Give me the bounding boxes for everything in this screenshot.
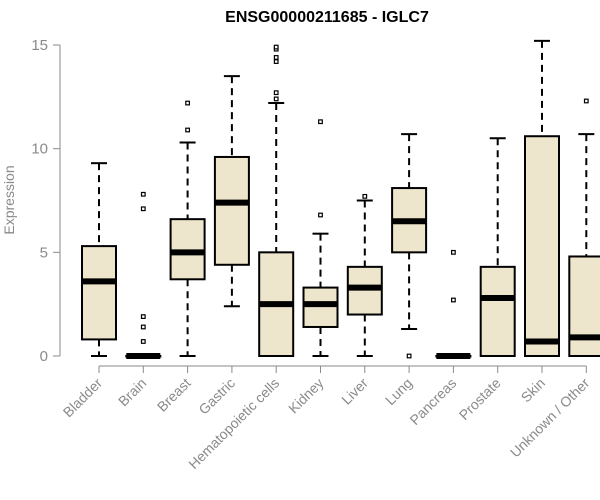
box-kidney — [302, 119, 339, 357]
outlier-point — [451, 249, 456, 255]
box-iqr — [302, 286, 339, 328]
x-tick-label: Pancreas — [406, 375, 459, 428]
outlier-point — [318, 212, 323, 218]
box-series — [81, 39, 600, 359]
outlier-point — [140, 314, 146, 320]
box-iqr — [479, 265, 516, 358]
box-iqr — [568, 255, 600, 358]
outlier-point — [140, 324, 146, 330]
box-breast — [169, 100, 206, 357]
box-prostate — [479, 137, 516, 358]
chart-title: ENSG00000211685 - IGLC7 — [225, 9, 429, 26]
x-tick-label: Brain — [115, 375, 149, 409]
outlier-point — [273, 90, 279, 96]
x-tick-label: Skin — [518, 375, 549, 406]
y-tick-label: 5 — [40, 244, 48, 261]
box-pancreas — [435, 249, 472, 359]
box-skin — [524, 39, 560, 357]
x-tick-label: Liver — [338, 375, 371, 408]
box-gastric — [213, 75, 250, 308]
x-tick-label: Breast — [154, 375, 194, 415]
outlier-point — [318, 119, 323, 125]
outlier-point — [185, 100, 191, 106]
box-iqr — [169, 218, 206, 281]
box-unknown-other — [568, 98, 600, 358]
outlier-point — [362, 193, 368, 199]
outlier-point — [451, 297, 456, 303]
box-liver — [346, 193, 383, 357]
box-iqr — [346, 265, 383, 316]
box-iqr — [524, 135, 560, 357]
outlier-point — [273, 96, 279, 102]
x-tick-label: Unknown / Other — [507, 375, 593, 461]
box-brain — [125, 191, 162, 359]
outlier-point — [273, 59, 279, 64]
y-axis-label: Expression — [1, 165, 17, 234]
box-iqr — [81, 245, 117, 341]
x-tick-label: Prostate — [456, 375, 504, 423]
y-axis: 0 5 10 15 — [31, 37, 61, 365]
box-iqr — [213, 155, 250, 266]
x-tick-label: Kidney — [285, 375, 327, 417]
outlier-point — [406, 353, 412, 359]
outlier-point — [583, 98, 589, 104]
outlier-point — [140, 191, 146, 197]
x-tick-label: Gastric — [195, 375, 238, 418]
y-tick-label: 0 — [40, 348, 48, 365]
outlier-point — [273, 44, 279, 50]
box-bladder — [81, 162, 117, 357]
outlier-point — [185, 127, 191, 133]
box-lung — [391, 133, 428, 359]
outlier-point — [140, 206, 146, 212]
outlier-point — [140, 339, 146, 344]
outlier-point — [273, 55, 279, 60]
x-tick-label: Bladder — [60, 375, 106, 421]
x-tick-label: Lung — [382, 375, 415, 408]
box-hematopoietic-cells — [258, 44, 295, 357]
y-tick-label: 15 — [31, 37, 48, 54]
y-tick-label: 10 — [31, 141, 48, 158]
